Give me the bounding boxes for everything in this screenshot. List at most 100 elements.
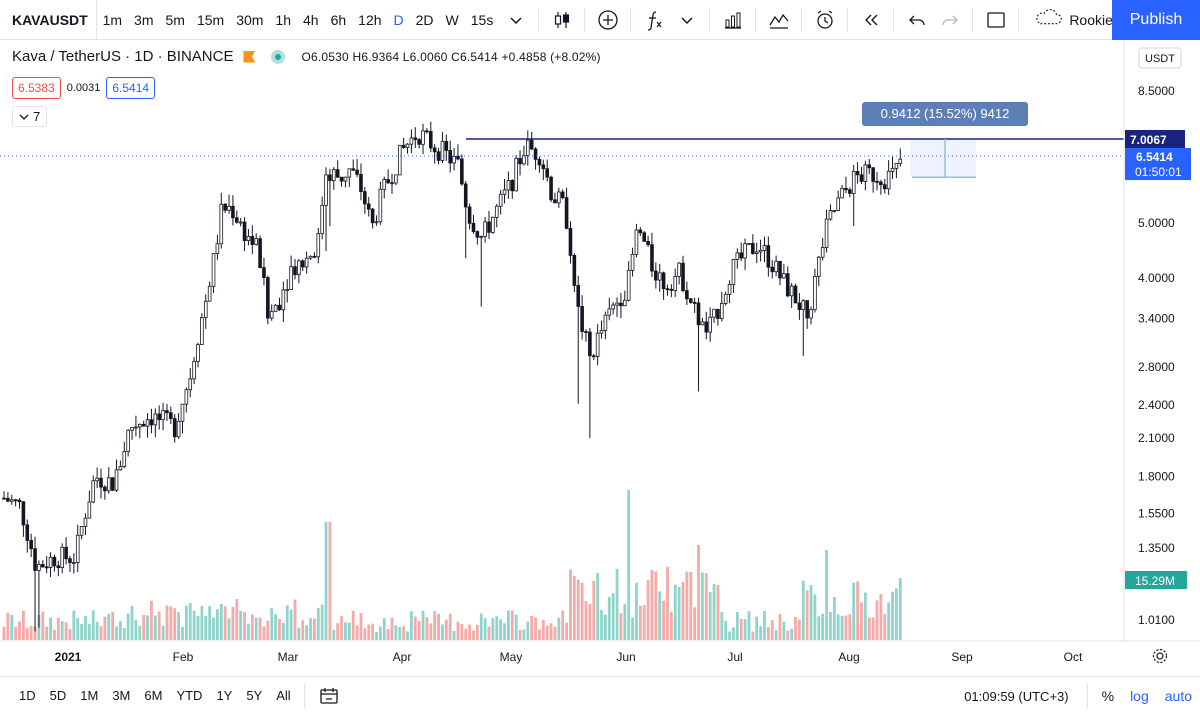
range-3m[interactable]: 3M [112, 688, 131, 703]
volume-bar [642, 605, 646, 640]
function-icon[interactable] [637, 0, 670, 40]
candle-body [871, 167, 875, 182]
rewind-icon[interactable] [854, 0, 887, 40]
volume-bar [654, 571, 658, 640]
volume-bar [157, 611, 161, 640]
candle-body [316, 233, 321, 258]
volume-bar [619, 613, 623, 640]
alarm-icon[interactable] [808, 0, 841, 40]
volume-bar [111, 611, 115, 640]
time-tick-label: 2021 [55, 650, 82, 664]
volume-bar [852, 582, 856, 640]
legend-pair-title[interactable]: Kava / TetherUS · 1D · BINANCE [12, 48, 234, 65]
candle-body [153, 413, 158, 426]
toolbar-divider [630, 7, 632, 32]
indicators-toggle[interactable]: 7 [12, 106, 48, 127]
candle-body [743, 243, 747, 259]
volume-bar [774, 630, 778, 640]
interval-1h[interactable]: 1h [275, 11, 291, 28]
volume-bar [704, 573, 708, 640]
interval-30m[interactable]: 30m [236, 11, 264, 28]
volume-bar [297, 627, 301, 640]
candle-body [25, 524, 30, 541]
range-5y[interactable]: 5Y [246, 688, 263, 703]
volume-bar [22, 610, 25, 640]
range-1d[interactable]: 1D [19, 688, 36, 703]
interval-1m[interactable]: 1m [102, 11, 123, 28]
candle-body [669, 288, 674, 291]
wave-icon[interactable] [762, 0, 795, 40]
sell-price-button[interactable]: 6.5383 [12, 77, 61, 99]
interval-2d[interactable]: 2D [415, 11, 434, 28]
range-1y[interactable]: 1Y [216, 688, 233, 703]
volume-bar [898, 578, 902, 640]
interval-6h[interactable]: 6h [330, 11, 347, 28]
interval-15m[interactable]: 15m [196, 11, 225, 28]
candle-body [444, 140, 449, 151]
publish-button[interactable]: Publish [1112, 0, 1200, 40]
buy-price-button[interactable]: 6.5414 [106, 77, 156, 99]
volume-bar [394, 625, 398, 640]
candle-body [890, 167, 895, 172]
volume-bar [313, 618, 316, 640]
price-chart[interactable]: 0.9412 (15.52%) 9412 USDT 8.5000 5.0000 4.0… [0, 0, 1200, 676]
candle-body [475, 231, 480, 238]
flag-icon[interactable] [243, 50, 256, 63]
chevron-down-icon[interactable] [499, 0, 532, 40]
range-all[interactable]: All [276, 688, 291, 703]
layout-button[interactable]: Rookie [1025, 0, 1121, 40]
interval-4h[interactable]: 4h [303, 11, 319, 28]
range-ytd[interactable]: YTD [176, 688, 203, 703]
interval-5m[interactable]: 5m [165, 11, 185, 28]
redo-icon[interactable] [933, 0, 966, 40]
volume-bar [115, 626, 118, 640]
candle-body [141, 423, 146, 427]
undo-icon[interactable] [900, 0, 933, 40]
symbol-search-button[interactable]: KAVAUSDT [0, 0, 97, 40]
change-value: +0.4858 (+8.02%) [501, 49, 601, 64]
range-1m[interactable]: 1M [80, 688, 99, 703]
volume-bar [49, 617, 52, 640]
open-value: 6.0530 [311, 49, 349, 64]
interval-3m[interactable]: 3m [134, 11, 154, 28]
volume-bar [720, 612, 724, 640]
interval-15s[interactable]: 15s [470, 11, 494, 28]
volume-bar [794, 617, 797, 640]
bar-chart-icon[interactable] [716, 0, 749, 40]
candles-icon[interactable] [545, 0, 578, 40]
range-5d[interactable]: 5D [49, 688, 67, 703]
volume-bar [250, 614, 254, 640]
percent-toggle[interactable]: % [1101, 688, 1115, 704]
timezone-clock[interactable]: 01:09:59 (UTC+3) [964, 688, 1069, 704]
plus-circle-icon[interactable] [591, 0, 624, 40]
candle-body [867, 164, 872, 169]
range-6m[interactable]: 6M [144, 688, 163, 703]
volume-bar [316, 607, 320, 640]
volume-bar [76, 617, 80, 640]
candle-body [797, 302, 802, 310]
log-toggle[interactable]: log [1130, 688, 1149, 704]
candle-body [770, 266, 775, 273]
volume-bar [848, 614, 852, 640]
candle-body [553, 199, 557, 204]
volume-bar [607, 596, 611, 640]
volume-bar [677, 586, 681, 640]
square-icon[interactable] [979, 0, 1012, 40]
candle-body [370, 208, 375, 224]
candle-body [758, 249, 763, 253]
interval-12h[interactable]: 12h [358, 11, 382, 28]
candle-body [110, 477, 115, 491]
interval-d[interactable]: D [393, 11, 404, 28]
bar-countdown-label: 01:50:01 [1135, 165, 1182, 179]
candle-body [17, 499, 22, 503]
chevron-down-icon[interactable] [670, 0, 703, 40]
candle-body [277, 304, 282, 311]
auto-toggle[interactable]: auto [1164, 688, 1192, 704]
volume-bar [340, 616, 343, 640]
line-price-label: 7.0067 [1130, 133, 1167, 147]
calendar-range-icon[interactable] [311, 676, 347, 714]
interval-w[interactable]: W [445, 11, 459, 28]
candle-body [134, 426, 138, 429]
candle-body [60, 546, 64, 569]
candle-body [312, 255, 317, 258]
